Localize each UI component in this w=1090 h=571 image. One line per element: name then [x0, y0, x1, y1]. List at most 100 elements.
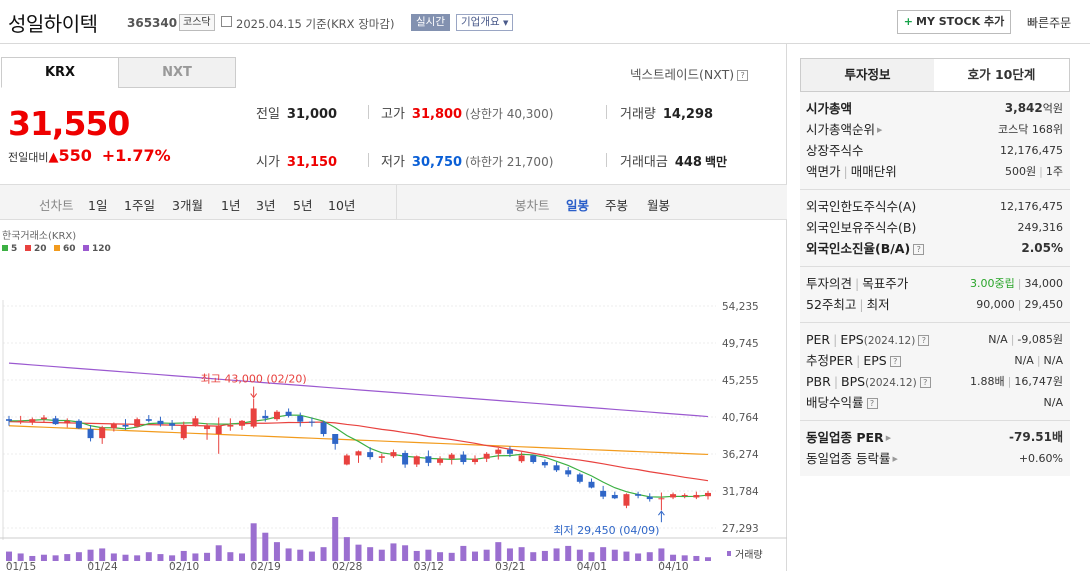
foreign-ratio-row: 외국인소진율(B/A)? 2.05% [806, 238, 1063, 259]
cap-rank-label[interactable]: 시가총액순위 [806, 122, 876, 137]
candle-body [646, 496, 653, 500]
prev-close-value: 31,000 [286, 107, 338, 122]
section-valuation: PER | EPS(2024.12)? N/A | -9,085원 추정PER | EPS? N… [800, 323, 1070, 421]
volume-bar [600, 547, 607, 561]
candle-body [495, 449, 502, 454]
period-3m-button[interactable]: 3개월 [172, 198, 203, 213]
add-mystock-button[interactable]: + MY STOCK 추가 [897, 10, 1011, 34]
volume-bar [588, 552, 595, 561]
period-1y-button[interactable]: 1년 [221, 198, 241, 213]
tab-krx[interactable]: KRX [1, 57, 119, 88]
plus-icon: + [903, 15, 914, 28]
daily-candle-button[interactable]: 일봉 [566, 198, 590, 213]
company-overview-button[interactable]: 기업개요 ▼ [456, 14, 514, 31]
industry-rate-label[interactable]: 동일업종 등락률 [806, 451, 891, 466]
candle-body [99, 427, 106, 439]
foreign-limit-label: 외국인한도주식수(A) [806, 199, 917, 214]
volume-bar [215, 545, 222, 561]
prev-close-label: 전일 [256, 107, 280, 122]
period-3y-button[interactable]: 3년 [256, 198, 276, 213]
candle-body [378, 456, 385, 458]
period-1d-button[interactable]: 1일 [88, 198, 108, 213]
chart-toolbar: 선차트 1일 1주일 3개월 1년 3년 5년 10년 봉차트 일봉 주봉 월봉 [0, 184, 787, 220]
volume-bar [332, 517, 339, 561]
tab-investment-info[interactable]: 투자정보 [800, 58, 935, 92]
help-icon[interactable]: ? [737, 70, 749, 81]
candle-body [670, 494, 677, 498]
volume-bar [448, 552, 455, 561]
y-tick-label: 27,293 [722, 523, 759, 535]
volume-bar [506, 548, 513, 561]
candle-body [530, 455, 537, 463]
period-5y-button[interactable]: 5년 [293, 198, 313, 213]
volume-bar [705, 557, 711, 561]
monthly-candle-button[interactable]: 월봉 [647, 198, 671, 213]
company-overview-label: 기업개요 [461, 16, 500, 28]
tab-nxt[interactable]: NXT [118, 57, 236, 88]
help-icon[interactable]: ? [866, 398, 878, 409]
volume-bar [29, 555, 36, 561]
pbr-label: PBR [806, 374, 831, 389]
tab-orderbook[interactable]: 호가 10단계 [934, 58, 1070, 92]
candle-body [402, 452, 409, 465]
lower-limit: (하한가 21,700) [465, 155, 554, 169]
est-per-label: 추정PER [806, 353, 854, 368]
industry-per-label[interactable]: 동일업종 PER [806, 430, 884, 445]
low-value: 30,750 [411, 155, 463, 170]
help-icon[interactable]: ? [919, 377, 931, 388]
nextrade-link[interactable]: 넥스트레이드(NXT)? [630, 64, 749, 83]
candle-body [87, 429, 94, 439]
candle-chart-button[interactable]: 봉차트 [515, 198, 550, 213]
candle-body [262, 415, 269, 419]
candle-body [565, 470, 572, 475]
weekly-candle-button[interactable]: 주봉 [605, 198, 629, 213]
pbr-value: 1.88배 [970, 375, 1005, 388]
chevron-right-icon: ▶ [885, 434, 892, 442]
price-change: 전일대비▲550 +1.77% [8, 146, 171, 165]
volume-bar [99, 548, 106, 561]
candle-body [658, 498, 665, 500]
volume-bar [204, 552, 211, 561]
volume-bar [239, 553, 245, 561]
candle-body [250, 408, 257, 427]
candle-body [145, 419, 152, 421]
realtime-button[interactable]: 실시간 [411, 14, 450, 31]
line-chart-button[interactable]: 선차트 [39, 198, 74, 213]
candle-body [343, 455, 350, 465]
volume-bar [110, 553, 117, 561]
foreign-limit-row: 외국인한도주식수(A) 12,176,475 [806, 196, 1063, 217]
volume-bar [565, 545, 572, 561]
volume-bar [390, 543, 397, 561]
candle-body [29, 419, 36, 422]
help-icon[interactable]: ? [918, 335, 930, 346]
period-1w-button[interactable]: 1주일 [124, 198, 155, 213]
divider [606, 105, 607, 119]
legend-label: 20 [34, 244, 47, 254]
period-10y-button[interactable]: 10년 [328, 198, 356, 213]
w52-low-label: 최저 [866, 297, 890, 312]
cap-rank-row: 시가총액순위 ▶ 코스닥 168위 [806, 119, 1063, 140]
change-percent: +1.77% [101, 146, 171, 165]
quick-order-link[interactable]: 빠른주문 [1027, 16, 1072, 30]
volume-bar [285, 548, 292, 561]
mystock-label: MY STOCK 추가 [916, 15, 1005, 28]
price-chart[interactable]: 한국거래소(KRX) 5 20 60 120 54,235 49,745 45,255 40,7… [0, 230, 787, 571]
volume-value: 14,298 [662, 107, 714, 122]
candle-body [215, 425, 222, 435]
volume-bar [413, 550, 420, 561]
x-tick-label: 02/19 [251, 561, 281, 571]
ma60-line [8, 425, 709, 456]
target-label: 목표주가 [862, 276, 909, 291]
low-label: 저가 [381, 155, 405, 170]
industry-rate-value: +0.60% [1018, 452, 1063, 465]
open-value: 31,150 [286, 155, 338, 170]
help-icon[interactable]: ? [889, 356, 901, 367]
info-panel: 투자정보 호가 10단계 시가총액 3,842억원 시가총액순위 ▶ 코스닥 168위… [800, 58, 1070, 476]
candle-body [297, 415, 304, 422]
volume-bar [518, 547, 525, 561]
high-value: 31,800 [411, 107, 463, 122]
w52-low-value: 29,450 [1024, 298, 1064, 311]
candle-body [17, 420, 24, 422]
help-icon[interactable]: ? [913, 244, 925, 255]
volume-bar [250, 523, 257, 561]
